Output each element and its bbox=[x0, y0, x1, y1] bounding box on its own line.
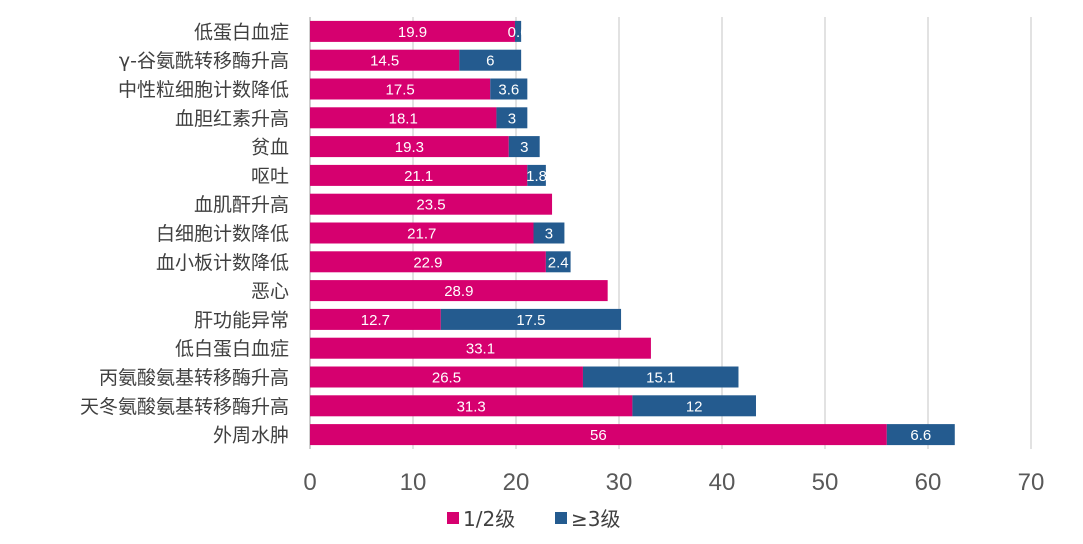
bar-value-label: 12.7 bbox=[361, 312, 390, 329]
bar-segment-grade-3-plus bbox=[886, 424, 955, 446]
category-label: 贫血 bbox=[251, 137, 289, 159]
bar-value-label: 22.9 bbox=[413, 254, 442, 271]
bars: 19.9 0.6 14.5 6 17.5 3.6 18.1 3 19.3 3 21.1 1.8 23.5… bbox=[310, 20, 955, 446]
category-label: 天冬氨酸氨基转移酶升高 bbox=[80, 396, 289, 418]
category-label: 丙氨酸氨基转移酶升高 bbox=[99, 367, 289, 389]
bar-segment-grade-3-plus bbox=[508, 136, 540, 158]
bar-value-label: 31.3 bbox=[457, 398, 486, 415]
bar-value-label: 23.5 bbox=[416, 197, 445, 214]
bar-segment-grade-3-plus bbox=[527, 164, 546, 186]
category-label: 低白蛋白血症 bbox=[175, 338, 289, 360]
x-tick-label: 20 bbox=[503, 469, 530, 496]
bar-value-label: 14.5 bbox=[370, 53, 399, 70]
bar-segment-grade-3-plus bbox=[582, 366, 739, 388]
bar-segment-grade-1-2 bbox=[310, 395, 633, 417]
legend-label: 1/2级 bbox=[463, 507, 515, 531]
bar-segment-grade-3-plus bbox=[533, 222, 565, 244]
bar-value-label: 3.6 bbox=[498, 82, 519, 99]
bar-segment-grade-1-2 bbox=[310, 164, 528, 186]
bar-value-label: 1.8 bbox=[526, 168, 547, 185]
bar-segment-grade-3-plus bbox=[490, 78, 528, 100]
bar-value-label: 19.9 bbox=[398, 24, 427, 41]
legend: 1/2级 ≥3级 bbox=[447, 507, 620, 531]
bar-value-label: 0.6 bbox=[508, 24, 529, 41]
category-label: 血胆红素升高 bbox=[175, 108, 289, 130]
bar-segment-grade-1-2 bbox=[310, 193, 553, 215]
bar-segment-grade-1-2 bbox=[310, 136, 509, 158]
bar-value-label: 21.7 bbox=[407, 226, 436, 243]
x-tick-label: 70 bbox=[1018, 469, 1045, 496]
bar-value-label: 2.4 bbox=[548, 254, 569, 271]
bar-value-label: 33.1 bbox=[466, 341, 495, 358]
bar-value-label: 3 bbox=[508, 110, 516, 127]
legend-swatch bbox=[555, 512, 567, 524]
bar-segment-grade-1-2 bbox=[310, 337, 651, 359]
bar-segment-grade-1-2 bbox=[310, 20, 515, 42]
x-tick-label: 60 bbox=[915, 469, 942, 496]
bar-value-label: 6.6 bbox=[910, 427, 931, 444]
bar-segment-grade-1-2 bbox=[310, 366, 583, 388]
category-label: 外周水肿 bbox=[213, 425, 289, 447]
bar-value-label: 26.5 bbox=[432, 370, 461, 387]
bar-value-label: 19.3 bbox=[395, 139, 424, 156]
bar-segment-grade-1-2 bbox=[310, 280, 608, 302]
bar-segment-grade-1-2 bbox=[310, 222, 534, 244]
category-label: 恶心 bbox=[251, 281, 289, 303]
category-label: 中性粒细胞计数降低 bbox=[118, 79, 289, 101]
bar-value-label: 28.9 bbox=[444, 283, 473, 300]
category-label: 血肌酐升高 bbox=[194, 194, 289, 216]
category-label: 呕吐 bbox=[251, 165, 289, 187]
bar-segment-grade-1-2 bbox=[310, 107, 497, 129]
bar-segment-grade-3-plus bbox=[496, 107, 528, 129]
bar-value-label: 17.5 bbox=[386, 82, 415, 99]
x-tick-label: 40 bbox=[709, 469, 736, 496]
category-label: 血小板计数降低 bbox=[156, 252, 289, 274]
bar-value-label: 12 bbox=[686, 398, 703, 415]
bar-segment-grade-3-plus bbox=[545, 251, 571, 273]
x-tick-labels: 0 10 20 30 40 50 60 70 bbox=[303, 469, 1044, 496]
legend-swatch bbox=[447, 512, 459, 524]
x-tick-label: 50 bbox=[812, 469, 839, 496]
category-label: 低蛋白血症 bbox=[194, 21, 289, 43]
category-labels: 低蛋白血症 γ-谷氨酰转移酶升高中性粒细胞计数降低血胆红素升高贫血呕吐血肌酐升高白… bbox=[80, 21, 289, 446]
bar-segment-grade-3-plus bbox=[632, 395, 756, 417]
bar-segment-grade-1-2 bbox=[310, 308, 441, 330]
category-label: 白细胞计数降低 bbox=[156, 223, 289, 245]
bar-segment-grade-1-2 bbox=[310, 78, 491, 100]
bar-segment-grade-3-plus bbox=[514, 20, 522, 42]
category-label: γ-谷氨酰转移酶升高 bbox=[119, 50, 289, 72]
bar-segment-grade-1-2 bbox=[310, 251, 546, 273]
bar-value-label: 17.5 bbox=[516, 312, 545, 329]
legend-label: ≥3级 bbox=[571, 507, 620, 531]
bar-value-label: 3 bbox=[545, 226, 553, 243]
x-tick-label: 10 bbox=[400, 469, 427, 496]
bar-value-label: 3 bbox=[520, 139, 528, 156]
bar-segment-grade-1-2 bbox=[310, 49, 460, 71]
bar-segment-grade-3-plus bbox=[440, 308, 622, 330]
bar-value-label: 56 bbox=[590, 427, 607, 444]
bar-segment-grade-3-plus bbox=[459, 49, 522, 71]
bar-segment-grade-1-2 bbox=[310, 424, 887, 446]
bar-value-label: 21.1 bbox=[404, 168, 433, 185]
x-tick-label: 0 bbox=[303, 469, 316, 496]
category-label: 肝功能异常 bbox=[194, 309, 289, 331]
bar-value-label: 15.1 bbox=[646, 370, 675, 387]
x-tick-label: 30 bbox=[606, 469, 633, 496]
bar-value-label: 18.1 bbox=[389, 110, 418, 127]
bar-value-label: 6 bbox=[486, 53, 494, 70]
